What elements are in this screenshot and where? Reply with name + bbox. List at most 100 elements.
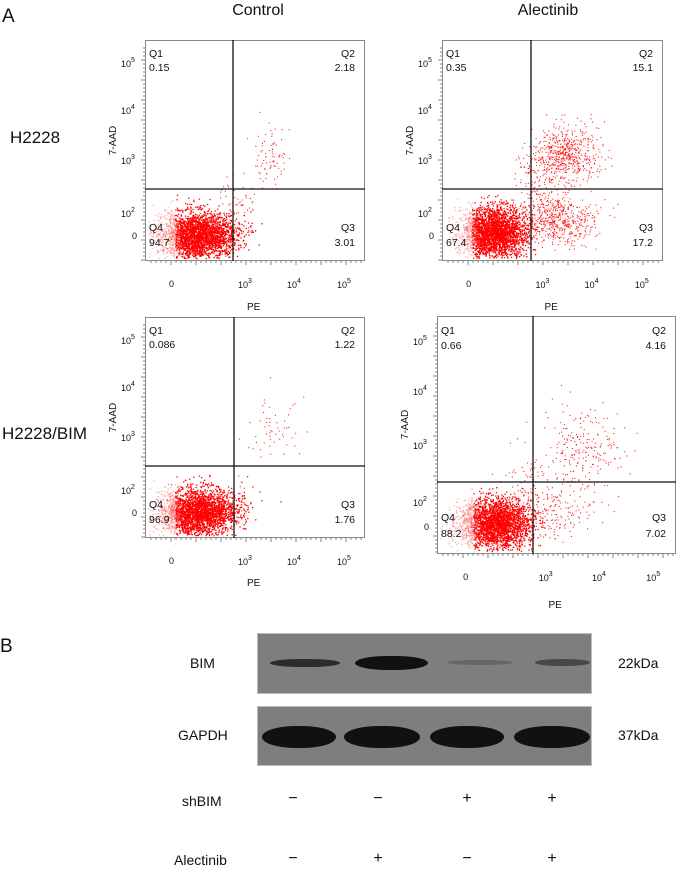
quadrant-label-q4: Q4	[441, 512, 456, 524]
band-gapdh-lane1	[262, 726, 336, 748]
y-tick-label: 102	[121, 484, 135, 496]
quadrant-value-q1: 0.66	[441, 339, 462, 352]
x-tick-label: 105	[337, 278, 351, 290]
x-tick-label: 103	[238, 278, 252, 290]
y-tick-label-zero: 0	[132, 508, 138, 518]
band-bim-lane4	[535, 659, 590, 666]
quadrant-value-q2: 4.16	[645, 339, 666, 352]
x-tick-label: 103	[538, 571, 553, 583]
quadrant-value-q3: 1.76	[334, 514, 355, 526]
y-tick-label: 102	[121, 207, 135, 219]
x-tick-label: 104	[287, 278, 301, 290]
x-tick-label: 104	[584, 278, 599, 290]
x-tick-label: 105	[337, 555, 351, 567]
y-tick-label: 103	[413, 439, 427, 452]
quadrant-label-q1: Q1	[149, 325, 164, 337]
x-axis-title: PE	[247, 578, 261, 589]
quadrant-label-q1: Q1	[441, 324, 456, 337]
wb-size-bim: 22kDa	[618, 655, 659, 671]
scatter-plot-area	[141, 40, 365, 265]
wb-label-gapdh: GAPDH	[178, 727, 228, 743]
x-tick-label: 103	[535, 278, 550, 290]
y-tick-label: 104	[413, 385, 427, 398]
panel-a-label: A	[2, 6, 15, 27]
x-tick-label: 104	[287, 555, 301, 567]
y-tick-label-zero: 0	[424, 522, 430, 533]
quadrant-value-q3: 3.01	[334, 237, 355, 249]
x-tick-label: 105	[646, 571, 661, 583]
condition-label-alectinib: Alectinib	[174, 852, 227, 868]
blot-bim	[257, 633, 592, 694]
x-tick-label-zero: 0	[169, 556, 175, 566]
band-bim-lane2	[355, 656, 428, 670]
quadrant-value-q4: 67.4	[446, 237, 467, 249]
wb-label-bim: BIM	[190, 655, 215, 671]
y-axis-title: 7-AAD	[405, 125, 417, 155]
band-gapdh-lane4	[514, 726, 590, 748]
y-tick-label: 105	[413, 334, 427, 347]
quadrant-value-q2: 15.1	[632, 62, 653, 74]
quadrant-label-q3: Q3	[638, 222, 653, 234]
y-tick-label-zero: 0	[132, 231, 138, 241]
x-axis-title: PE	[247, 302, 261, 313]
band-bim-lane1	[270, 659, 340, 667]
quadrant-value-q2: 2.18	[334, 62, 355, 74]
quadrant-value-q4: 96.9	[149, 514, 170, 526]
quadrant-value-q1: 0.35	[446, 62, 467, 74]
shbim-lane1: −	[288, 790, 298, 807]
x-tick-label: 104	[591, 571, 606, 583]
quadrant-label-q4: Q4	[149, 499, 164, 511]
y-tick-label: 104	[121, 381, 135, 393]
quadrant-value-q1: 0.15	[149, 62, 170, 74]
quadrant-label-q3: Q3	[340, 222, 355, 234]
quadrant-label-q2: Q2	[651, 324, 666, 337]
x-tick-label-zero: 0	[463, 572, 469, 582]
quadrant-value-q2: 1.22	[334, 339, 355, 351]
condition-label-shbim: shBIM	[182, 793, 222, 809]
scatter-plot-area	[141, 317, 365, 545]
column-title-control: Control	[232, 2, 284, 19]
flow-plot-3: Q1 0.086 Q2 1.22 Q4 96.9 Q3 1.76 105 104 103 102 0 0 1…	[108, 317, 365, 589]
flow-plot-2: Q1 0.35 Q2 15.1 Q4 67.4 Q3 17.2 105 104 103 102 0 0 10…	[405, 40, 663, 313]
y-tick-label: 104	[121, 104, 135, 116]
y-tick-label: 102	[413, 496, 427, 509]
wb-size-gapdh: 37kDa	[618, 727, 659, 743]
y-tick-label: 105	[121, 334, 135, 346]
quadrant-label-q1: Q1	[149, 48, 164, 60]
alectinib-lane1: −	[288, 850, 298, 867]
blot-gapdh	[257, 706, 592, 766]
y-tick-label: 103	[121, 431, 135, 443]
row-label-h2228-bim: H2228/BIM	[2, 424, 88, 443]
x-tick-label-zero: 0	[466, 279, 472, 289]
quadrant-label-q3: Q3	[340, 499, 355, 511]
quadrant-label-q2: Q2	[638, 48, 653, 60]
shbim-lane3: +	[462, 790, 472, 807]
quadrant-value-q3: 7.02	[645, 528, 666, 541]
x-axis-title: PE	[544, 302, 558, 313]
quadrant-value-q4: 94.7	[149, 237, 170, 249]
band-gapdh-lane2	[344, 726, 420, 748]
y-tick-label: 104	[418, 104, 432, 116]
y-tick-label-zero: 0	[429, 231, 435, 241]
shbim-lane4: +	[547, 790, 557, 807]
alectinib-lane3: −	[462, 850, 472, 867]
y-tick-label: 102	[418, 207, 432, 219]
x-tick-label-zero: 0	[169, 279, 175, 289]
flow-plot-1: Q1 0.15 Q2 2.18 Q4 94.7 Q3 3.01 105 104 103 102 0 0 10…	[108, 40, 365, 313]
flow-plot-4: Q1 0.66 Q2 4.16 Q4 88.2 Q3 7.02 105 104 103 102 0 0 10…	[400, 316, 676, 611]
quadrant-label-q1: Q1	[446, 48, 461, 60]
x-tick-label: 105	[634, 278, 649, 290]
quadrant-label-q4: Q4	[446, 222, 461, 234]
quadrant-label-q4: Q4	[149, 222, 164, 234]
shbim-lane2: −	[373, 790, 383, 807]
band-bim-lane3	[448, 660, 513, 665]
alectinib-lane4: +	[547, 850, 557, 867]
quadrant-label-q2: Q2	[340, 325, 355, 337]
y-tick-label: 103	[121, 154, 135, 166]
row-label-h2228: H2228	[10, 128, 61, 147]
quadrant-value-q1: 0.086	[149, 339, 176, 351]
y-tick-label: 105	[121, 57, 135, 69]
y-axis-title: 7-AAD	[108, 402, 120, 432]
x-tick-label: 103	[238, 555, 252, 567]
x-axis-title: PE	[548, 600, 562, 611]
